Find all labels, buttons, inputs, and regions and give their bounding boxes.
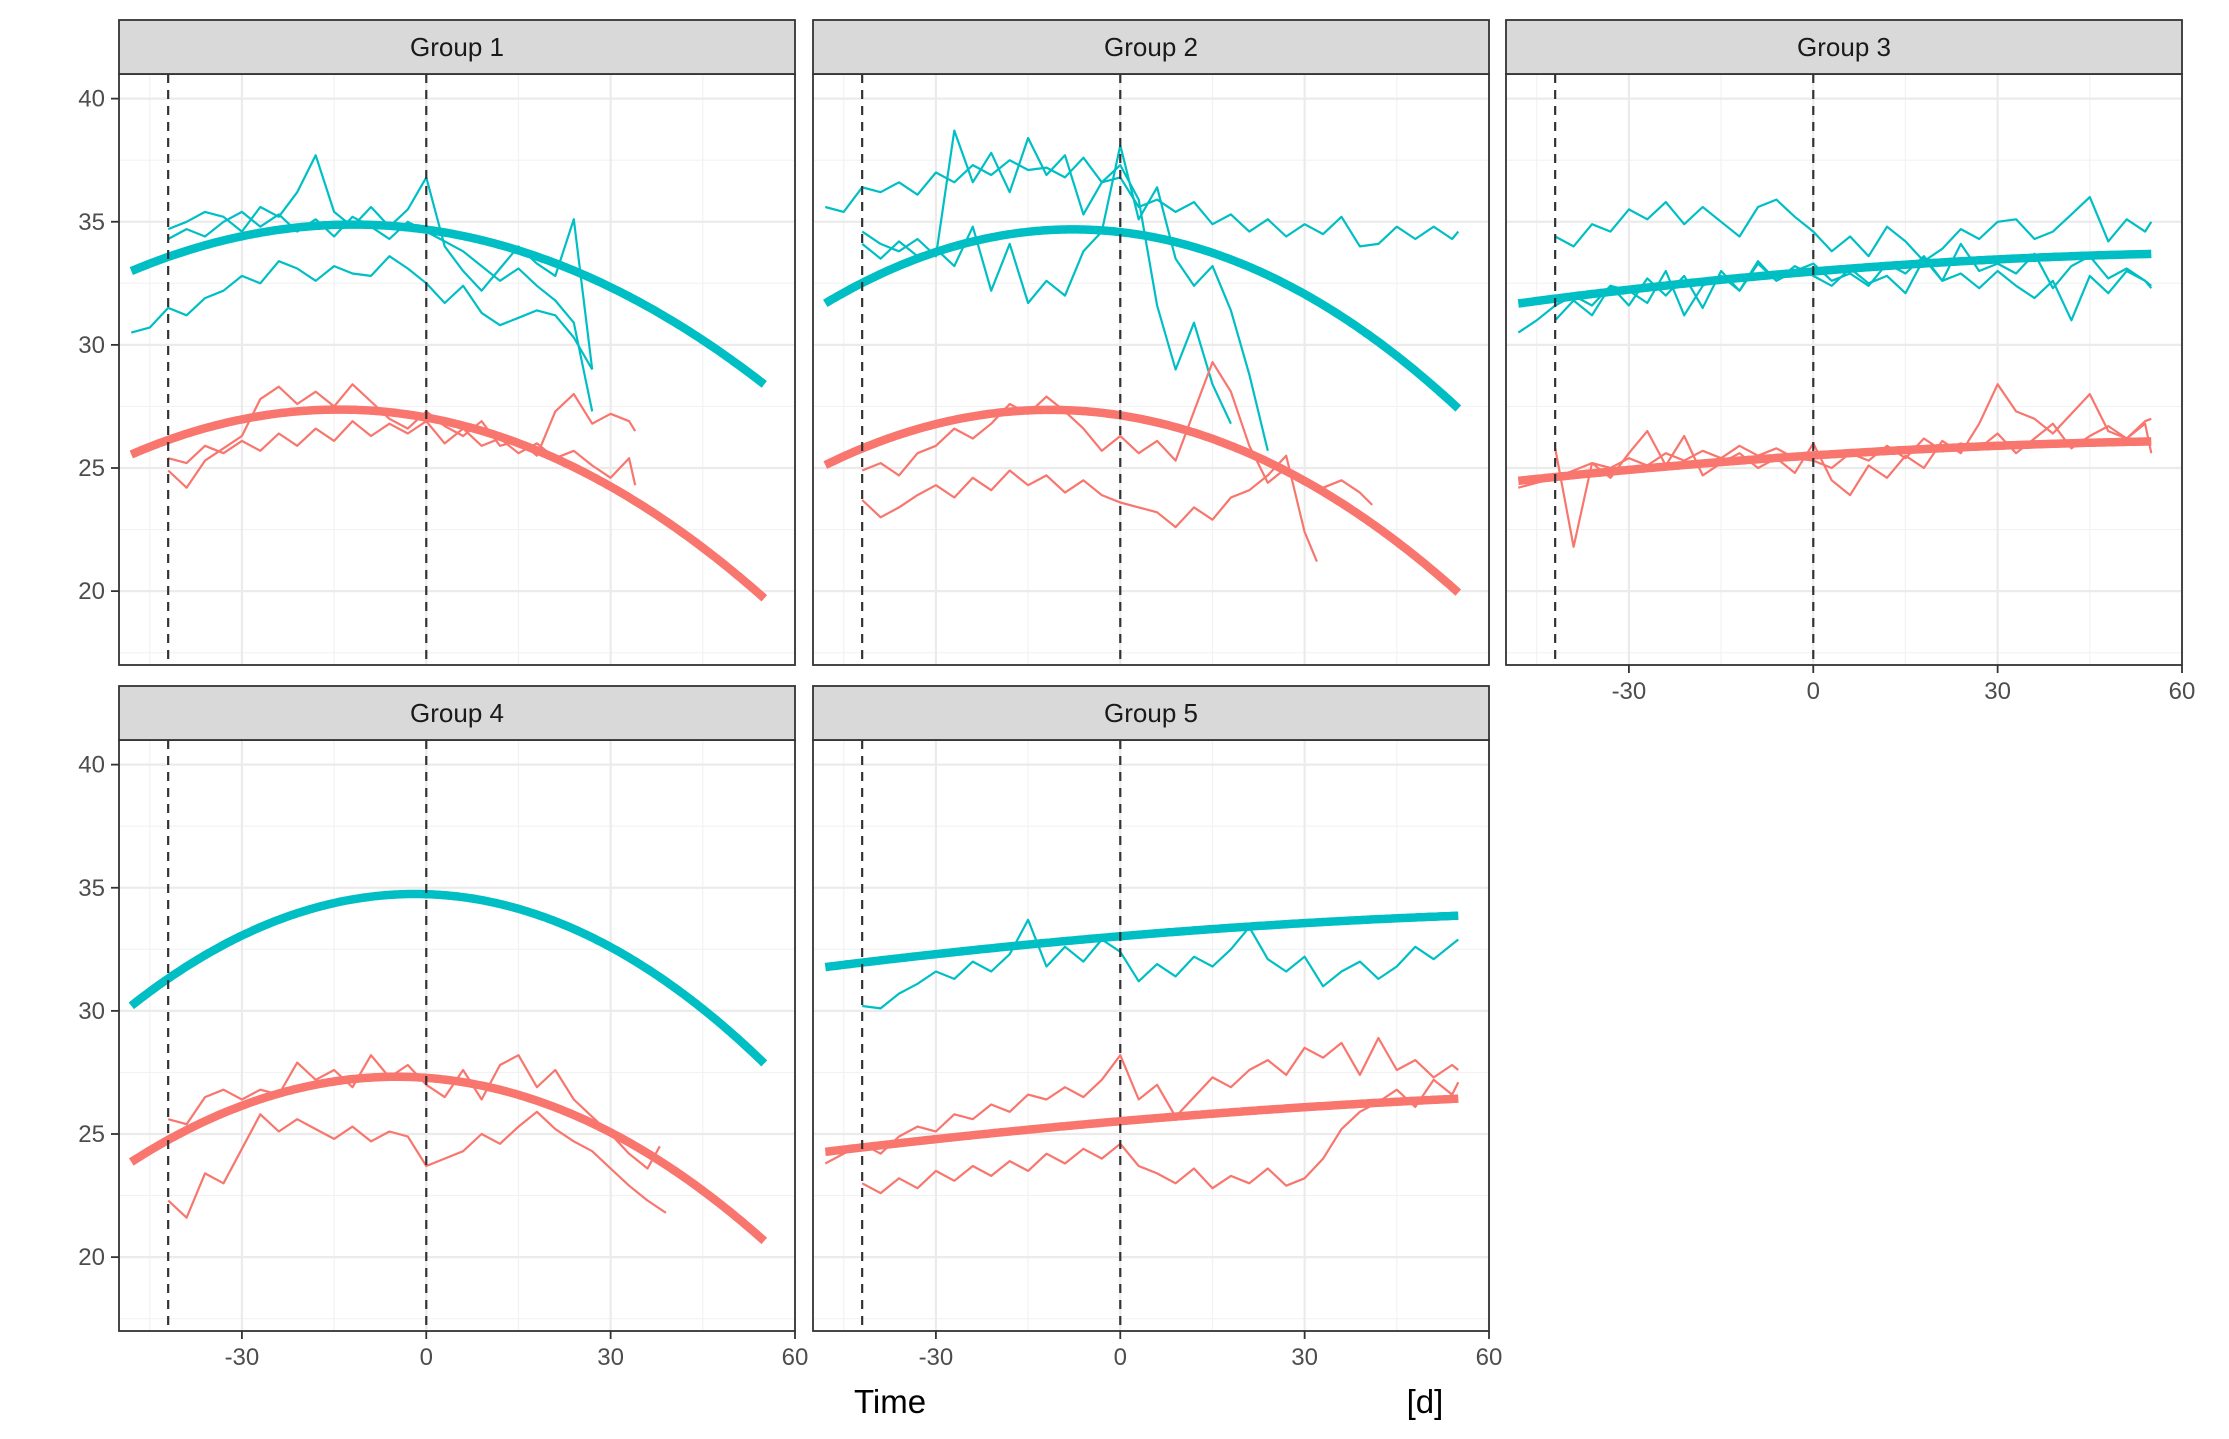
panel-background xyxy=(813,740,1489,1331)
x-tick-label: 0 xyxy=(420,1344,433,1371)
x-tick-label: 30 xyxy=(1291,1344,1318,1371)
panel-1: Group 1 20 25 30 35 40 xyxy=(78,19,797,666)
series-line-salmon-5 xyxy=(167,420,637,486)
panel-2: Group 2 xyxy=(812,19,1491,666)
x-axis-title: Time xyxy=(854,1383,926,1420)
fit-curve-salmon xyxy=(1517,437,2153,486)
series-line-salmon-4 xyxy=(1518,417,2152,489)
x-tick-label: 60 xyxy=(2169,678,2196,705)
facet-strip xyxy=(1505,19,2183,75)
panel-background xyxy=(119,740,795,1331)
series-line-teal-2 xyxy=(861,129,1232,425)
facet-strip-label: Group 1 xyxy=(410,32,504,62)
y-tick-label: 20 xyxy=(78,578,105,605)
series-line-salmon-2 xyxy=(167,1110,667,1219)
x-tick-label: 60 xyxy=(782,1344,809,1371)
y-tick-label: 20 xyxy=(78,1244,105,1271)
y-tick-label: 40 xyxy=(78,86,105,113)
facet-strip-label: Group 5 xyxy=(1104,698,1198,728)
y-tick-label: 25 xyxy=(78,1121,105,1148)
x-tick-label: 0 xyxy=(1114,1344,1127,1371)
fit-curve-teal xyxy=(129,220,767,388)
facet-strip xyxy=(118,685,796,741)
facet-strip xyxy=(812,19,1490,75)
fit-curve-salmon xyxy=(823,405,1462,596)
facet-strip xyxy=(118,19,796,75)
series-line-salmon-4 xyxy=(167,383,637,489)
series-line-salmon-5 xyxy=(1554,383,2153,548)
fit-curve-teal xyxy=(823,225,1462,412)
panel-5: Group 5 -30 0 30 60 xyxy=(812,685,1503,1371)
fit-curve-salmon xyxy=(128,1072,768,1245)
facet-strip-label: Group 2 xyxy=(1104,32,1198,62)
fit-curve-teal xyxy=(1517,249,2153,308)
x-tick-label: 60 xyxy=(1476,1344,1503,1371)
x-tick-label: 30 xyxy=(1984,678,2011,705)
panel-background xyxy=(119,74,795,665)
fit-curve-salmon xyxy=(129,405,768,602)
facet-strip xyxy=(812,685,1490,741)
fit-curve-salmon xyxy=(824,1094,1460,1157)
fit-curve-teal xyxy=(824,911,1460,972)
y-tick-label: 30 xyxy=(78,998,105,1025)
series-line-teal-1 xyxy=(131,255,594,371)
y-tick-label: 35 xyxy=(78,875,105,902)
x-tick-label: -30 xyxy=(919,1344,954,1371)
y-tick-label: 30 xyxy=(78,332,105,359)
series-line-teal-3 xyxy=(167,210,594,412)
x-tick-label: 0 xyxy=(1807,678,1820,705)
x-tick-label: 30 xyxy=(597,1344,624,1371)
x-tick-label: -30 xyxy=(1612,678,1647,705)
panel-3: Group 3 -30 0 30 60 xyxy=(1505,19,2196,705)
facet-strip-label: Group 3 xyxy=(1797,32,1891,62)
series-line-teal-2 xyxy=(1554,196,2153,263)
series-line-salmon-5 xyxy=(861,454,1318,563)
facet-strip-label: Group 4 xyxy=(410,698,504,728)
y-tick-label: 25 xyxy=(78,455,105,482)
series-line-teal-1 xyxy=(862,918,1459,1010)
panel-4: Group 4 20 25 30 35 40 -30 0 30 60 xyxy=(78,685,809,1371)
panel-background xyxy=(1506,74,2182,665)
fit-curve-teal xyxy=(128,889,768,1067)
x-axis-unit: [d] xyxy=(1407,1383,1444,1420)
panel-background xyxy=(813,74,1489,665)
x-tick-label: -30 xyxy=(225,1344,260,1371)
series-line-salmon-2 xyxy=(824,1036,1459,1165)
y-tick-label: 35 xyxy=(78,209,105,236)
y-tick-label: 40 xyxy=(78,752,105,779)
